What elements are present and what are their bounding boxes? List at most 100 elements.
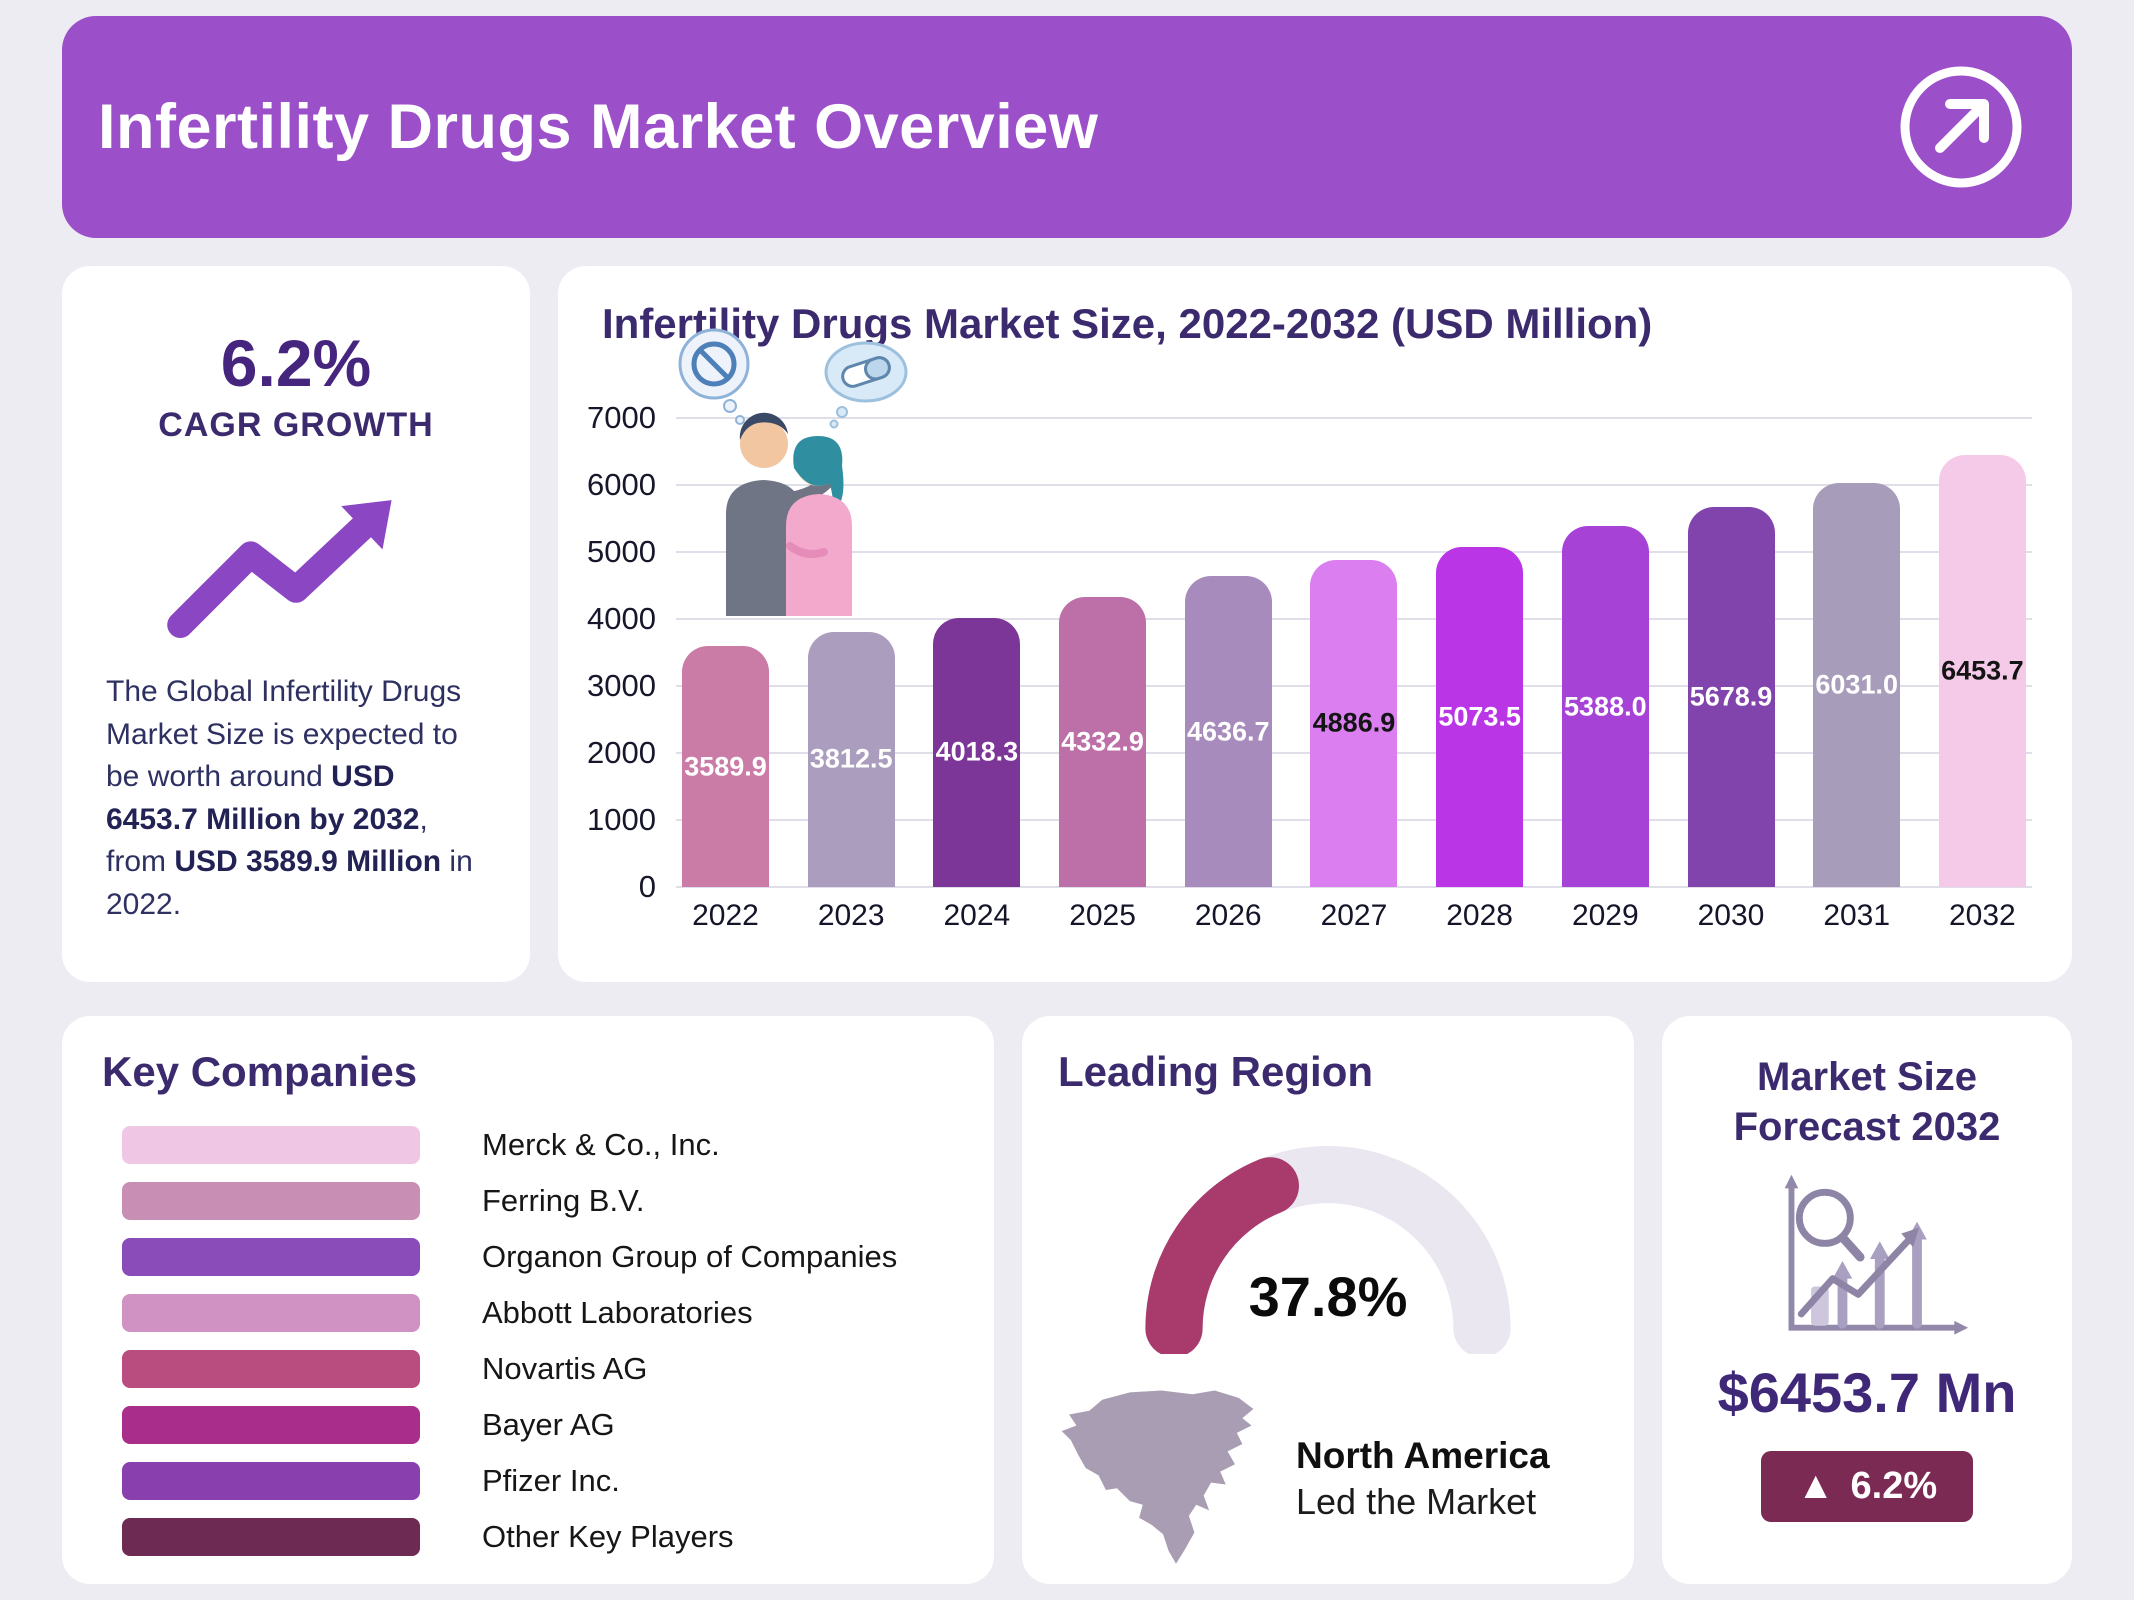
company-name: Novartis AG xyxy=(482,1351,648,1386)
bar-2023: 3812.5 xyxy=(807,631,895,887)
bar-chart-plot: 3589.9 3812.5 4018.3 4332.9 4636.7 4886.9 5073… xyxy=(587,400,2032,904)
key-companies-card: Key Companies Merck & Co., Inc. Ferring B… xyxy=(62,1016,994,1584)
bar-2026: 4636.7 xyxy=(1184,576,1272,887)
desc-text: , from xyxy=(106,802,428,879)
region-gauge: 37.8% xyxy=(1108,1114,1548,1358)
bar-value-label: 4332.9 xyxy=(1061,726,1144,757)
desc-bold-2022: USD 3589.9 Million xyxy=(174,845,442,879)
y-axis-tick-label: 5000 xyxy=(587,534,656,569)
bar-2029: 5388.0 xyxy=(1561,526,1649,887)
company-row: Novartis AG xyxy=(102,1350,954,1388)
cagr-card: 6.2% CAGR GROWTH The Global Infertility … xyxy=(62,266,530,982)
x-axis-label: 2025 xyxy=(1069,899,1136,932)
bar-2022: 3589.9 xyxy=(682,646,769,887)
market-size-chart-card: Infertility Drugs Market Size, 2022-2032… xyxy=(558,266,2072,982)
bar-chart-bars: 3589.9 3812.5 4018.3 4332.9 4636.7 4886.9 5073… xyxy=(682,418,2026,887)
company-name: Organon Group of Companies xyxy=(482,1239,898,1274)
y-axis-tick-label: 3000 xyxy=(587,668,656,703)
bar-2032: 6453.7 xyxy=(1938,454,2026,887)
region-name: North America xyxy=(1296,1435,1550,1476)
bar-value-label: 3812.5 xyxy=(809,743,893,774)
bar-value-label: 5073.5 xyxy=(1438,701,1521,732)
x-axis-label: 2024 xyxy=(943,899,1011,932)
y-axis-tick-label: 1000 xyxy=(587,802,656,837)
x-axis-label: 2022 xyxy=(692,899,759,932)
forecast-card: Market Size Forecast 2032 $6453.7 Mn xyxy=(1662,1016,2072,1584)
bar-value-label: 4018.3 xyxy=(935,736,1019,767)
growth-badge-value: 6.2% xyxy=(1850,1465,1938,1507)
bar-value-label: 5678.9 xyxy=(1689,681,1773,712)
x-axis-label: 2027 xyxy=(1320,899,1388,932)
company-color-bar xyxy=(122,1294,420,1332)
bar-value-label: 4886.9 xyxy=(1312,707,1396,738)
company-name: Abbott Laboratories xyxy=(482,1295,753,1330)
bar-value-label: 3589.9 xyxy=(684,751,767,782)
up-triangle-icon: ▲ xyxy=(1796,1465,1835,1507)
forecast-value: $6453.7 Mn xyxy=(1717,1361,2017,1424)
gauge-fill xyxy=(1145,1157,1299,1358)
company-name: Other Key Players xyxy=(482,1519,734,1554)
x-axis-label: 2032 xyxy=(1949,899,2016,932)
bar-value-label: 6453.7 xyxy=(1941,655,2024,686)
company-color-bar xyxy=(122,1350,420,1388)
company-row: Ferring B.V. xyxy=(102,1182,954,1220)
leading-region-title: Leading Region xyxy=(1058,1048,1373,1095)
bar-2031: 6031.0 xyxy=(1813,482,1901,887)
region-share-value: 37.8% xyxy=(1248,1265,1408,1328)
gridline xyxy=(676,417,2032,419)
bar-chart: 3589.9 3812.5 4018.3 4332.9 4636.7 4886.9 5073… xyxy=(587,400,2032,933)
company-row: Other Key Players xyxy=(102,1518,954,1556)
growth-badge: ▲ 6.2% xyxy=(1760,1451,1974,1522)
region-note: Led the Market xyxy=(1296,1481,1537,1522)
arrow-up-right-icon[interactable] xyxy=(1896,62,2026,192)
company-name: Pfizer Inc. xyxy=(482,1463,620,1498)
gauge-chart xyxy=(1145,1146,1511,1358)
bar-2025: 4332.9 xyxy=(1059,596,1147,887)
company-color-bar xyxy=(122,1238,420,1276)
x-axis-label: 2029 xyxy=(1571,899,1639,932)
x-axis-label: 2031 xyxy=(1823,899,1891,932)
x-axis-label: 2028 xyxy=(1446,899,1513,932)
desc-text: in 2022. xyxy=(106,845,473,921)
cagr-value: 6.2% xyxy=(220,326,372,400)
x-axis-label: 2023 xyxy=(817,899,885,932)
forecast-analysis-icon xyxy=(1784,1174,1969,1335)
company-row: Abbott Laboratories xyxy=(102,1294,954,1332)
company-row: Merck & Co., Inc. xyxy=(102,1126,954,1164)
y-axis-tick-label: 2000 xyxy=(587,735,656,770)
bar-value-label: 4636.7 xyxy=(1186,716,1270,747)
pill-bubble xyxy=(824,341,908,429)
forecast-title-line1: Market Size xyxy=(1756,1055,1978,1099)
y-axis-tick-label: 4000 xyxy=(587,601,656,636)
company-row: Organon Group of Companies xyxy=(102,1238,954,1276)
company-list: Merck & Co., Inc. Ferring B.V. Organon Gro… xyxy=(102,1126,954,1556)
bar-value-label: 5388.0 xyxy=(1564,691,1647,721)
company-name: Bayer AG xyxy=(482,1407,615,1442)
forecast-title-line2: Forecast 2032 xyxy=(1733,1105,2001,1149)
bar-2024: 4018.3 xyxy=(933,617,1021,887)
y-axis-tick-label: 7000 xyxy=(587,400,656,435)
company-color-bar xyxy=(122,1462,420,1500)
y-axis-tick-label: 0 xyxy=(638,869,656,904)
header-banner: Infertility Drugs Market Overview xyxy=(62,16,2072,238)
company-color-bar xyxy=(122,1406,420,1444)
company-name: Merck & Co., Inc. xyxy=(482,1127,720,1162)
bar-2027: 4886.9 xyxy=(1310,559,1398,887)
north-america-map xyxy=(1061,1390,1254,1564)
company-color-bar xyxy=(122,1518,420,1556)
desc-bold-2032: USD 6453.7 Million by 2032 xyxy=(106,760,420,836)
company-row: Bayer AG xyxy=(102,1406,954,1444)
cagr-description: The Global Infertility Drugs Market Size… xyxy=(106,671,486,927)
gridline xyxy=(676,484,2032,486)
chart-title: Infertility Drugs Market Size, 2022-2032… xyxy=(602,300,1653,347)
bar-2030: 5678.9 xyxy=(1687,506,1775,887)
x-axis-label: 2030 xyxy=(1697,899,1765,932)
x-axis-label: 2026 xyxy=(1194,899,1262,932)
region-text: North America Led the Market xyxy=(1296,1435,1550,1523)
leading-region-card: Leading Region 37.8% North America Led t… xyxy=(1022,1016,1634,1584)
bar-value-label: 6031.0 xyxy=(1815,669,1898,700)
page-title: Infertility Drugs Market Overview xyxy=(98,92,1099,162)
company-color-bar xyxy=(122,1182,420,1220)
forecast-title: Market Size Forecast 2032 xyxy=(1686,1052,2048,1152)
